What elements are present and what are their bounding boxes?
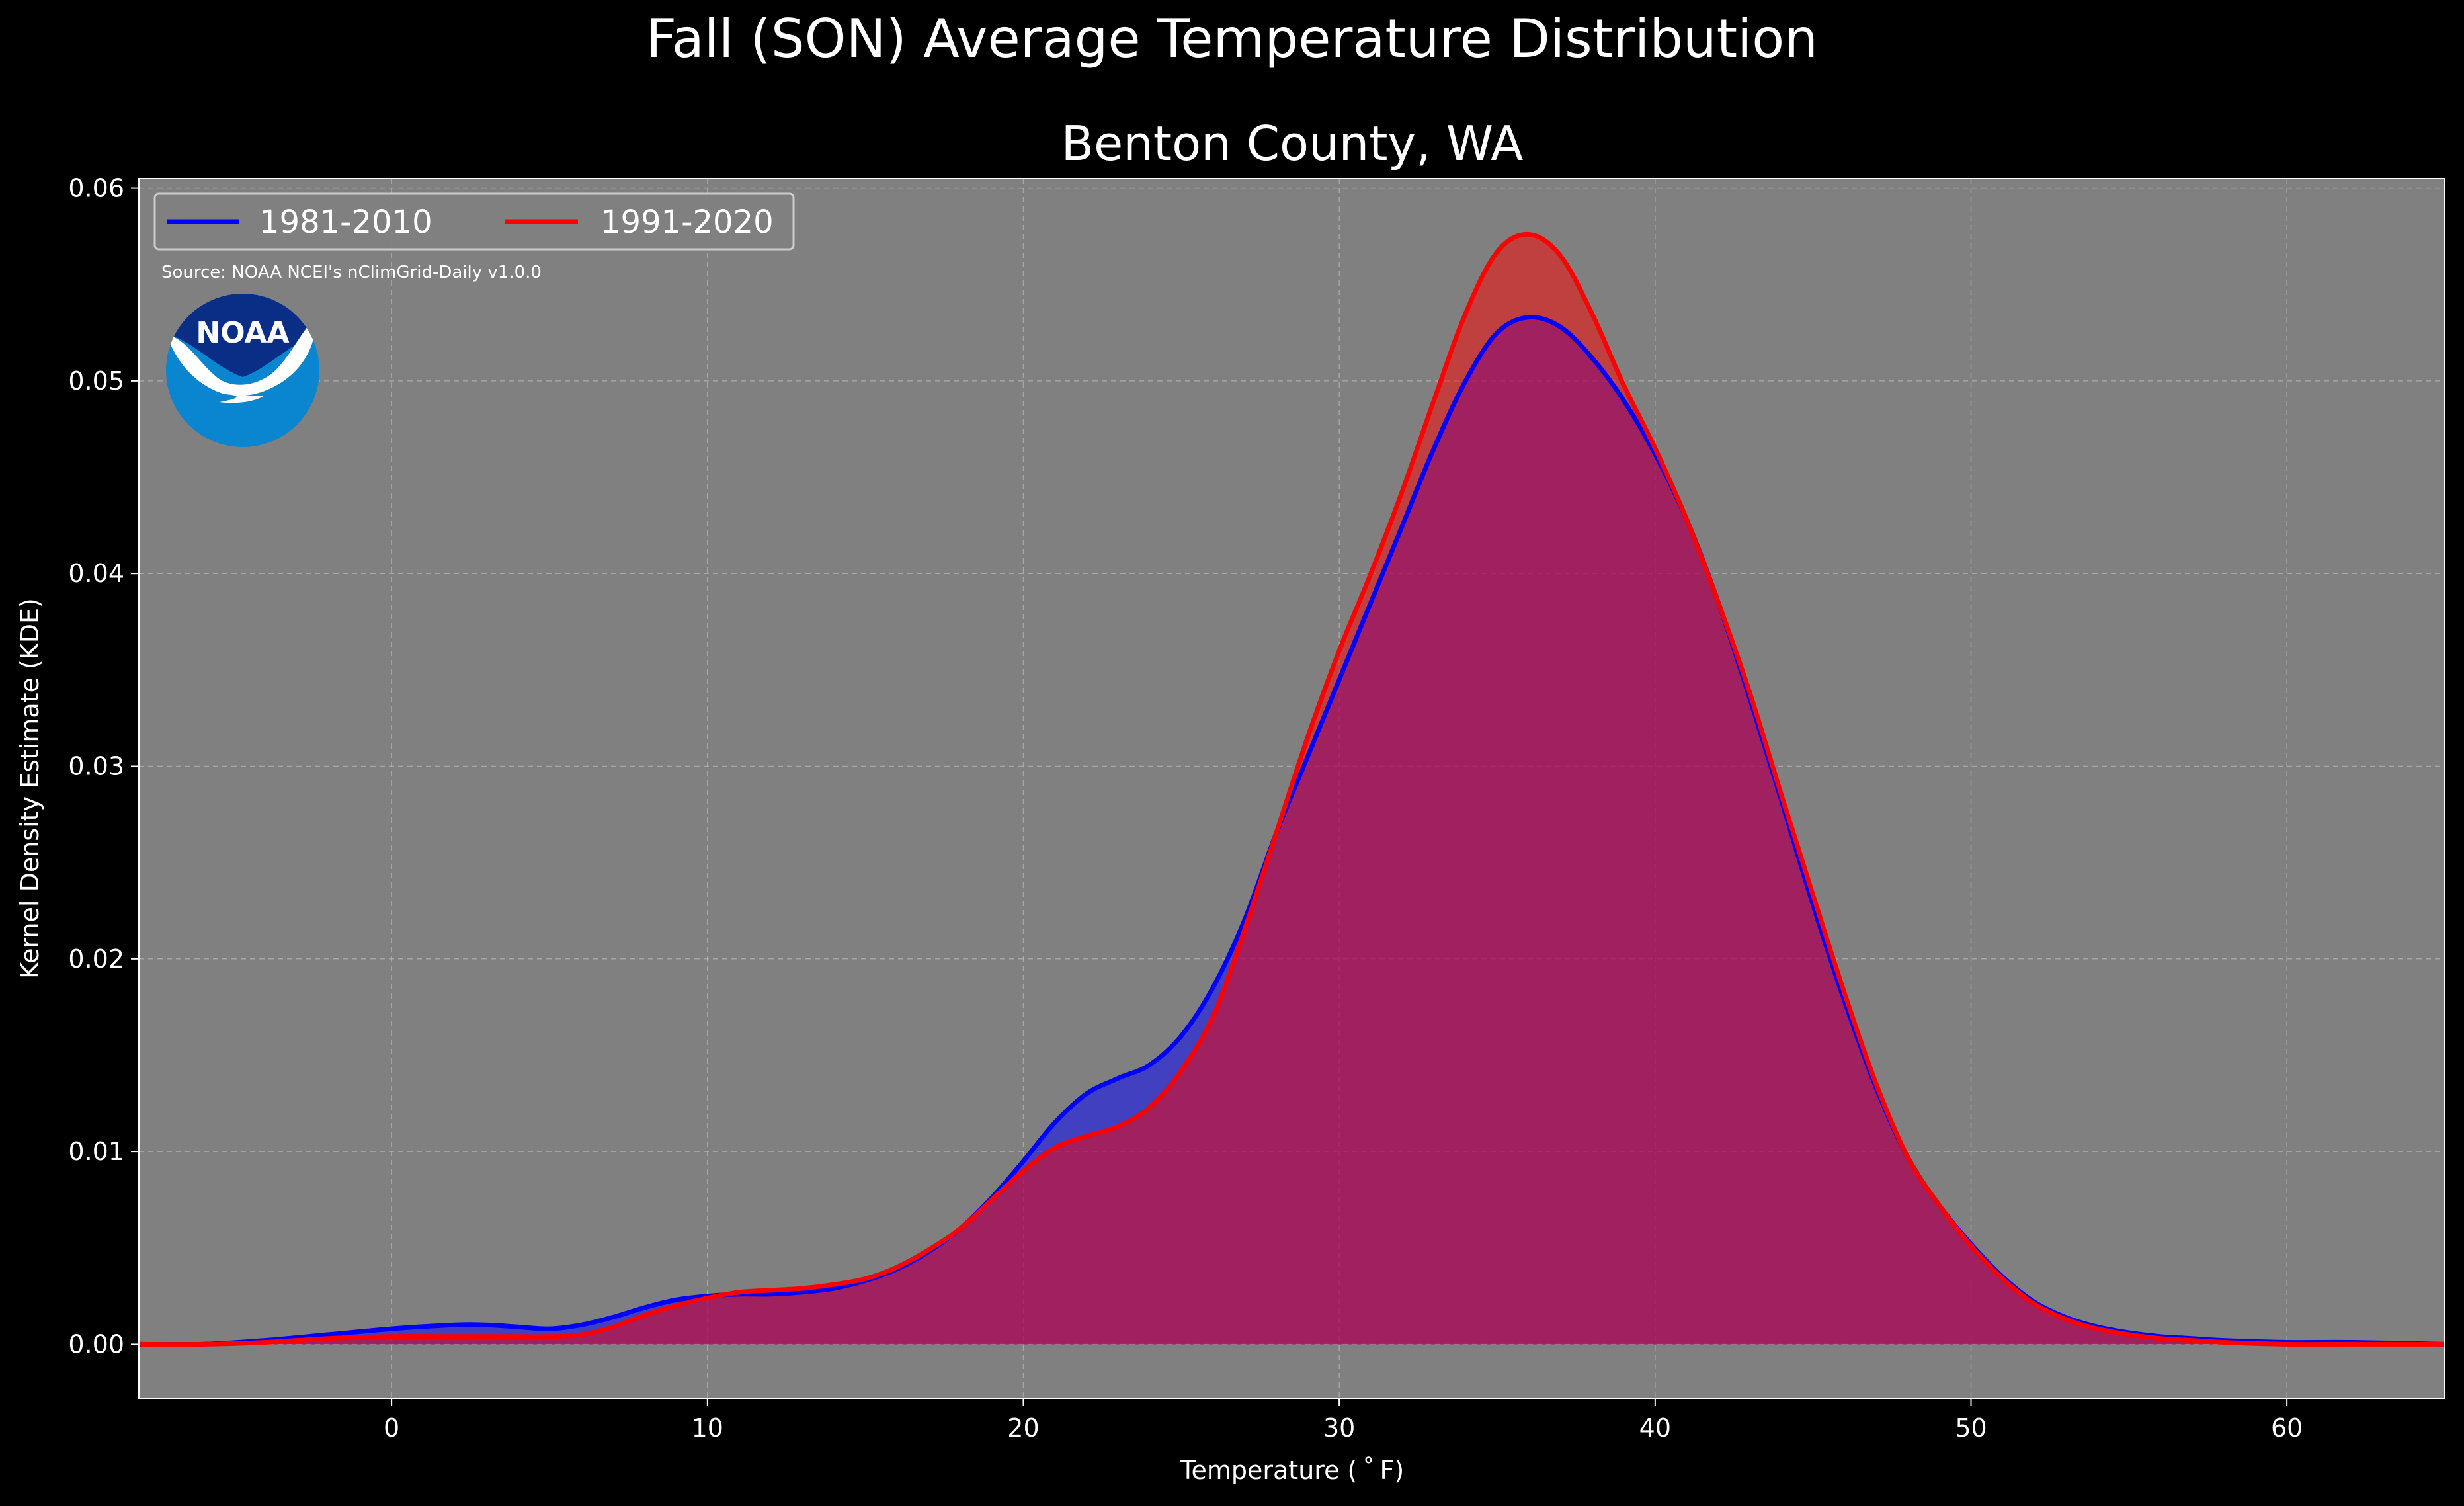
legend: 1981-2010 1991-2020 [153,192,795,251]
y-tick-label: 0.06 [68,174,124,203]
y-tick-label: 0.03 [68,751,124,780]
x-tick-label: 50 [1955,1413,1987,1443]
figure-suptitle: Fall (SON) Average Temperature Distribut… [646,8,1818,69]
y-tick-label: 0.04 [68,559,124,588]
x-tick-label: 40 [1639,1413,1671,1443]
x-tick-label: 20 [1007,1413,1039,1443]
y-tick-label: 0.00 [68,1329,124,1359]
y-tick-label: 0.01 [68,1137,124,1166]
y-tick-label: 0.02 [68,944,124,974]
x-tick-label: 60 [2271,1413,2303,1443]
legend-box [153,192,795,251]
chart-title: Benton County, WA [1061,116,1524,171]
noaa-logo: NOAA [166,294,319,447]
legend-label-1991-2020: 1991-2020 [600,204,774,241]
series-layer [138,231,2445,1347]
source-annotation: Source: NOAA NCEI's nClimGrid-Daily v1.0… [161,263,542,282]
x-tick-label: 0 [384,1413,399,1443]
x-axis-label: Temperature ( ˚ F) [1180,1456,1404,1485]
ticks: 0 10 20 30 40 50 60 0.00 0.01 0.02 0.03 0.04 0.05 0.0… [68,174,2303,1443]
x-tick-label: 30 [1323,1413,1355,1443]
y-tick-label: 0.05 [68,366,124,396]
noaa-logo-text: NOAA [196,316,289,350]
plot-frame [138,178,2445,1399]
legend-label-1981-2010: 1981-2010 [259,204,432,241]
x-tick-label: 10 [692,1413,723,1443]
y-axis-label: Kernel Density Estimate (KDE) [15,598,44,979]
series-line-1991-2020 [138,231,2445,1347]
